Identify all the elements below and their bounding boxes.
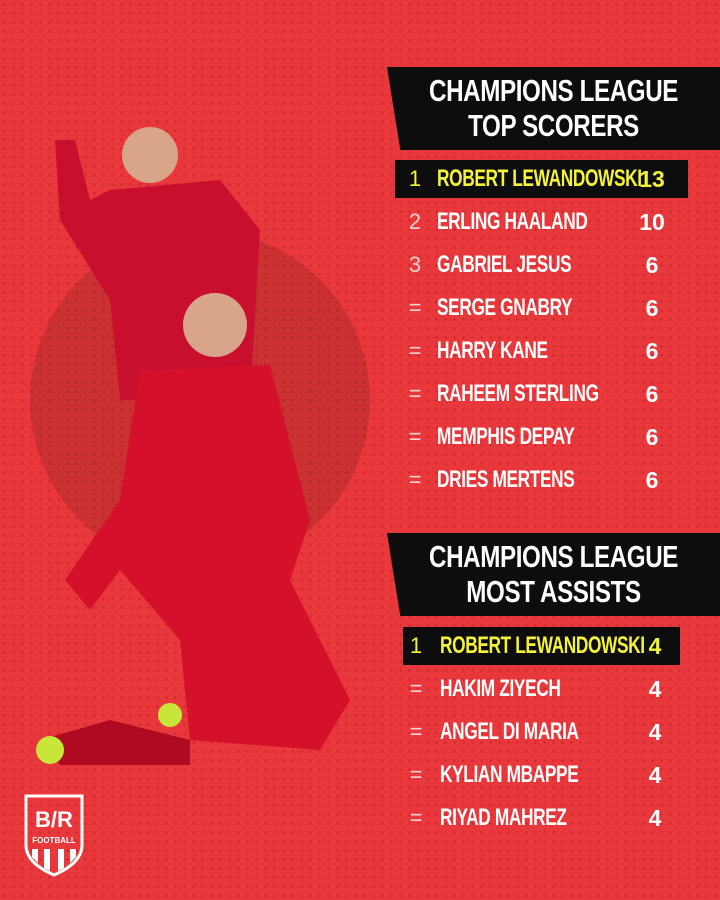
stat-value: 4: [648, 804, 662, 831]
player-name: RIYAD MAHREZ: [440, 804, 567, 831]
stat-value: 6: [645, 423, 659, 450]
player-name: DRIES MERTENS: [437, 466, 575, 493]
player-name: HARRY KANE: [437, 337, 548, 364]
rank-number: =: [409, 805, 423, 830]
list-item: = RAHEEM STERLING 6: [395, 375, 688, 413]
br-football-logo: B/R FOOTBALL: [24, 794, 84, 877]
player-photos: [30, 127, 370, 765]
stat-value: 6: [645, 251, 659, 278]
rank-number: =: [409, 762, 423, 787]
player-name: HAKIM ZIYECH: [440, 675, 561, 702]
title-line: TOP SCORERS: [468, 108, 639, 143]
rank-number: =: [409, 676, 423, 701]
rank-number: =: [408, 467, 422, 492]
list-item: = MEMPHIS DEPAY 6: [395, 418, 688, 456]
stat-value: 4: [648, 675, 662, 702]
rank-number: 1: [408, 166, 422, 191]
most-assists-header: CHAMPIONS LEAGUE MOST ASSISTS: [387, 533, 720, 616]
svg-text:B/R: B/R: [35, 807, 73, 832]
list-item: 3 GABRIEL JESUS 6: [395, 246, 688, 284]
stat-value: 10: [639, 208, 665, 235]
list-item: = SERGE GNABRY 6: [395, 289, 688, 327]
stat-value: 4: [648, 632, 662, 659]
rank-number: 2: [408, 209, 422, 234]
player-name: SERGE GNABRY: [437, 294, 573, 321]
player-name: KYLIAN MBAPPE: [440, 761, 579, 788]
player-name: ANGEL DI MARIA: [440, 718, 579, 745]
player-name: ROBERT LEWANDOWSKI: [440, 632, 645, 659]
stat-value: 6: [645, 380, 659, 407]
list-item: = KYLIAN MBAPPE 4: [403, 756, 680, 794]
stat-value: 6: [645, 466, 659, 493]
stat-value: 6: [645, 294, 659, 321]
list-item: = DRIES MERTENS 6: [395, 461, 688, 499]
rank-number: 3: [408, 252, 422, 277]
rank-number: =: [408, 338, 422, 363]
list-item: = RIYAD MAHREZ 4: [403, 799, 680, 837]
player-name: ROBERT LEWANDOWSKI: [437, 165, 642, 192]
player-name: ERLING HAALAND: [437, 208, 588, 235]
player-celebrating-photo: [36, 293, 350, 765]
stat-value: 13: [639, 165, 665, 192]
stat-value: 6: [645, 337, 659, 364]
list-item: 1 ROBERT LEWANDOWSKI 13: [395, 160, 688, 198]
title-line: CHAMPIONS LEAGUE: [428, 73, 679, 108]
title-line: CHAMPIONS LEAGUE: [428, 539, 679, 574]
svg-text:FOOTBALL: FOOTBALL: [32, 836, 76, 845]
rank-number: 1: [409, 633, 423, 658]
title-line: MOST ASSISTS: [466, 574, 641, 609]
rank-number: =: [408, 295, 422, 320]
list-item: = HAKIM ZIYECH 4: [403, 670, 680, 708]
list-item: 1 ROBERT LEWANDOWSKI 4: [403, 627, 680, 665]
player-name: RAHEEM STERLING: [437, 380, 599, 407]
stat-value: 4: [648, 718, 662, 745]
list-item: 2 ERLING HAALAND 10: [395, 203, 688, 241]
rank-number: =: [409, 719, 423, 744]
top-scorers-header: CHAMPIONS LEAGUE TOP SCORERS: [387, 67, 720, 150]
rank-number: =: [408, 424, 422, 449]
list-item: = HARRY KANE 6: [395, 332, 688, 370]
rank-number: =: [408, 381, 422, 406]
stat-value: 4: [648, 761, 662, 788]
player-name: GABRIEL JESUS: [437, 251, 572, 278]
player-name: MEMPHIS DEPAY: [437, 423, 575, 450]
list-item: = ANGEL DI MARIA 4: [403, 713, 680, 751]
